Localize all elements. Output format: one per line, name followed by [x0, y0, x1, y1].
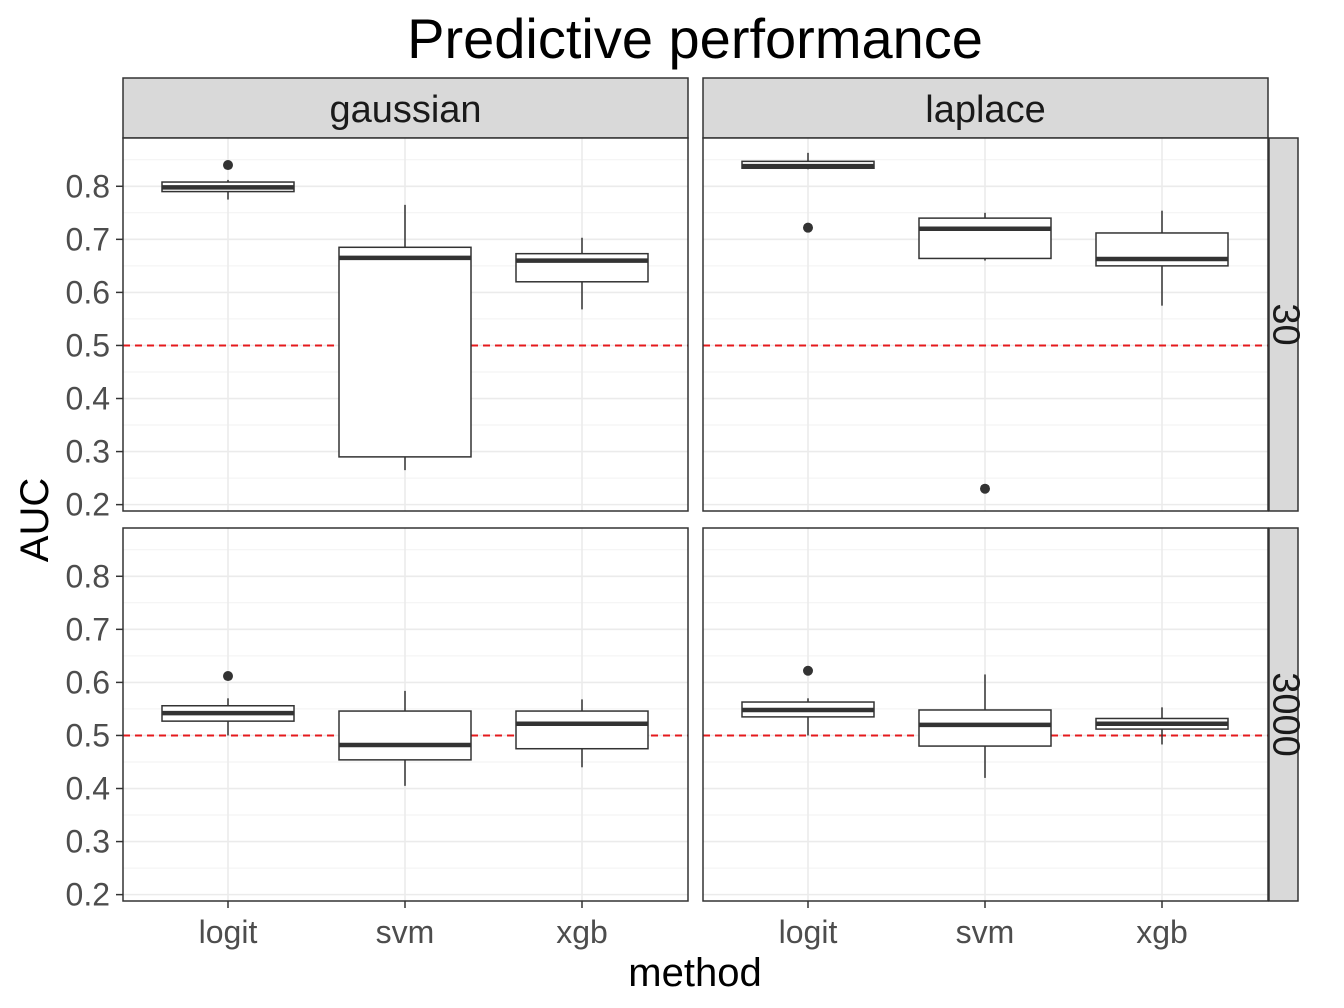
- box-logit: [161, 160, 295, 200]
- y-tick-label: 0.5: [66, 327, 110, 363]
- box-iqr: [338, 246, 472, 458]
- panel-laplace-3000: logit svm xgb: [702, 527, 1269, 950]
- y-tick-label: 0.3: [66, 434, 110, 470]
- outlier-point: [803, 222, 813, 233]
- box-logit: [161, 671, 295, 736]
- panel-border: [702, 137, 1269, 512]
- panel-laplace-30: [702, 137, 1269, 512]
- y-tick-label: 0.8: [66, 168, 110, 204]
- panel-gaussian-30: 0.2 0.3 0.4 0.5 0.6 0.7 0.8: [66, 137, 689, 523]
- outlier-point: [223, 160, 233, 171]
- x-tick-label: xgb: [556, 914, 608, 950]
- box-iqr: [515, 710, 649, 750]
- facet-row-strip-3000: 3000: [1264, 527, 1306, 902]
- box-logit: [741, 665, 875, 736]
- box-svm: [918, 212, 1052, 494]
- box-iqr: [515, 252, 649, 283]
- box-iqr: [918, 709, 1052, 747]
- box-xgb: [1095, 210, 1229, 306]
- y-axis-title: AUC: [13, 478, 57, 562]
- x-tick-label: svm: [956, 914, 1015, 950]
- y-tick-label: 0.4: [66, 381, 110, 417]
- outlier-point: [980, 483, 990, 494]
- x-tick-label: svm: [376, 914, 435, 950]
- box-svm: [338, 204, 472, 471]
- facet-strip-label: laplace: [925, 89, 1045, 131]
- facet-strip-bg: [702, 77, 1269, 139]
- y-tick-label: 0.8: [66, 558, 110, 594]
- facet-row-strip-30: 30: [1264, 137, 1306, 512]
- x-tick-label: logit: [779, 914, 838, 950]
- box-xgb: [1095, 707, 1229, 745]
- x-axis-title: method: [628, 951, 761, 995]
- y-tick-label: 0.2: [66, 877, 110, 913]
- box-logit: [741, 152, 875, 233]
- facet-row-strip-label: 30: [1264, 303, 1306, 345]
- y-tick-label: 0.3: [66, 824, 110, 860]
- facet-strip-label: gaussian: [329, 89, 481, 131]
- facet-row-strip-label: 3000: [1264, 672, 1306, 757]
- facet-strip-laplace: laplace: [702, 77, 1269, 139]
- y-tick-label: 0.4: [66, 771, 110, 807]
- box-xgb: [515, 237, 649, 310]
- y-tick-label: 0.5: [66, 717, 110, 753]
- facet-panels: gaussian laplace3030000.20.30.40.50.60.70…: [66, 77, 1306, 950]
- y-tick-label: 0.6: [66, 664, 110, 700]
- outlier-point: [803, 665, 813, 676]
- facet-row-strip-bg: [1268, 137, 1299, 512]
- facet-strip-gaussian: gaussian: [122, 77, 689, 139]
- panel-gaussian-3000: 0.2 0.3 0.4 0.5 0.6 0.7 0.8 logit svm xgb: [66, 527, 689, 950]
- y-tick-label: 0.2: [66, 487, 110, 523]
- y-tick-label: 0.6: [66, 274, 110, 310]
- outlier-point: [223, 671, 233, 682]
- facet-row-strip-bg: [1268, 527, 1299, 902]
- box-iqr: [338, 710, 472, 761]
- x-tick-label: xgb: [1136, 914, 1188, 950]
- box-svm: [918, 674, 1052, 778]
- y-tick-label: 0.7: [66, 611, 110, 647]
- box-xgb: [515, 699, 649, 768]
- chart-title: Predictive performance: [407, 7, 983, 70]
- box-svm: [338, 690, 472, 786]
- facet-strip-bg: [122, 77, 689, 139]
- box-iqr: [918, 217, 1052, 260]
- x-tick-label: logit: [199, 914, 258, 950]
- y-tick-label: 0.7: [66, 221, 110, 257]
- panel-border: [122, 137, 689, 512]
